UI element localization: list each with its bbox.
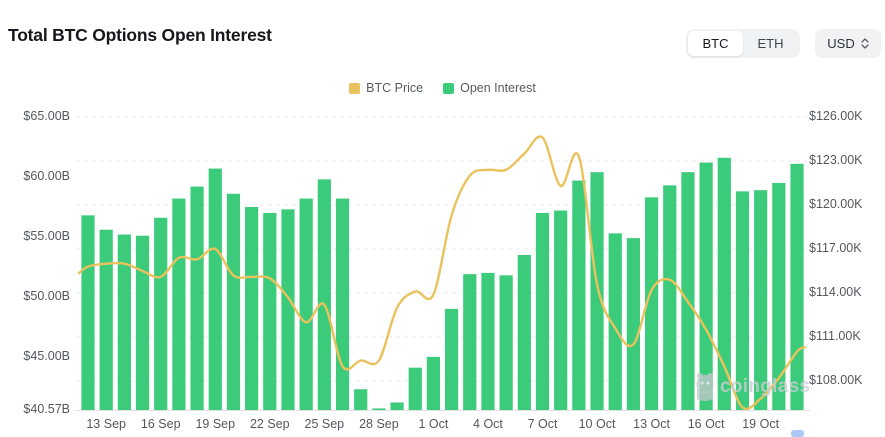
open-interest-bar	[699, 162, 713, 410]
left-axis-tick-label: $40.57B	[23, 402, 70, 416]
x-axis-tick-label: 4 Oct	[473, 417, 503, 431]
currency-select-value: USD	[827, 36, 855, 51]
open-interest-bar	[463, 274, 477, 410]
asset-toggle: BTC ETH	[686, 29, 800, 58]
open-interest-bar	[517, 254, 531, 410]
eth-tab[interactable]: ETH	[743, 31, 798, 56]
right-axis-tick-label: $117.00K	[809, 241, 862, 255]
open-interest-bar	[317, 179, 331, 410]
currency-select[interactable]: USD	[815, 29, 881, 58]
x-axis-tick-label: 1 Oct	[418, 417, 449, 431]
open-interest-bar	[445, 308, 459, 410]
btc-price-swatch-icon	[349, 82, 361, 94]
open-interest-bar	[281, 209, 295, 410]
open-interest-bar	[372, 408, 386, 410]
open-interest-bar	[226, 193, 241, 410]
x-axis-tick-label: 22 Sep	[249, 417, 290, 431]
open-interest-bar	[426, 356, 441, 410]
x-axis-tick-label: 10 Oct	[578, 417, 616, 431]
open-interest-bar	[408, 367, 422, 410]
open-interest-bar	[390, 402, 404, 410]
open-interest-bar	[245, 206, 259, 410]
open-interest-bar	[81, 215, 95, 410]
left-axis-tick-label: $45.00B	[23, 348, 70, 363]
open-interest-bar	[481, 272, 495, 410]
left-axis-tick-label: $60.00B	[23, 168, 70, 183]
x-axis-tick-label: 28 Sep	[359, 417, 399, 431]
x-axis-tick-label: 25 Sep	[304, 417, 345, 431]
open-interest-bar	[608, 233, 622, 410]
btc-tab[interactable]: BTC	[688, 31, 743, 56]
x-axis-tick-label: 19 Sep	[195, 417, 236, 431]
legend-label: Open Interest	[460, 81, 536, 95]
legend-label: BTC Price	[366, 81, 424, 95]
open-interest-bar	[354, 389, 368, 410]
open-interest-bar	[590, 172, 604, 410]
open-interest-bar	[172, 198, 186, 410]
chevron-up-down-icon	[861, 38, 869, 49]
open-interest-bar	[681, 172, 695, 410]
right-axis-tick-label: $114.00K	[809, 285, 862, 299]
open-interest-bar	[754, 190, 768, 410]
x-axis-tick-label: 16 Sep	[140, 417, 181, 431]
open-interest-bar	[663, 185, 677, 410]
open-interest-bar	[190, 186, 204, 410]
page-title: Total BTC Options Open Interest	[8, 25, 272, 45]
legend: BTC Price Open Interest	[0, 81, 885, 95]
btc-price-line	[77, 135, 807, 411]
x-axis-tick-label: 16 Oct	[687, 417, 725, 431]
open-interest-bar	[263, 212, 277, 410]
open-interest-bar	[335, 198, 350, 410]
open-interest-bar	[735, 191, 750, 410]
open-interest-bar	[790, 163, 804, 410]
right-axis-tick-label: $126.00K	[809, 109, 863, 123]
open-interest-bar	[208, 168, 222, 410]
legend-item-btc-price[interactable]: BTC Price	[349, 81, 423, 95]
left-axis-tick-label: $65.00B	[23, 109, 70, 123]
open-interest-bar	[554, 210, 568, 410]
open-interest-swatch-icon	[443, 82, 455, 94]
open-interest-bar	[644, 197, 659, 410]
open-interest-bar	[99, 229, 113, 410]
open-interest-bar	[299, 198, 313, 410]
right-axis-tick-label: $123.00K	[809, 153, 863, 167]
x-axis-tick-label: 19 Oct	[742, 417, 780, 431]
right-axis-tick-label: $111.00K	[809, 329, 861, 343]
open-interest-bar	[117, 234, 131, 410]
x-axis-tick-label: 13 Sep	[86, 417, 126, 431]
chat-widget[interactable]	[791, 430, 804, 437]
left-axis-tick-label: $50.00B	[23, 288, 70, 303]
open-interest-bar	[717, 157, 731, 410]
open-interest-bar	[626, 238, 640, 410]
right-axis-tick-label: $120.00K	[809, 197, 863, 211]
x-axis-tick-label: 13 Oct	[633, 417, 670, 431]
open-interest-bar	[499, 275, 513, 410]
left-axis-tick-label: $55.00B	[23, 228, 70, 243]
open-interest-bar	[135, 235, 150, 410]
open-interest-bar	[772, 182, 786, 410]
x-axis-tick-label: 7 Oct	[527, 417, 558, 431]
open-interest-bar	[572, 180, 586, 410]
right-axis-tick-label: $108.00K	[809, 373, 863, 387]
open-interest-bar	[154, 217, 168, 410]
open-interest-bar	[535, 212, 550, 410]
legend-item-open-interest[interactable]: Open Interest	[443, 81, 536, 95]
